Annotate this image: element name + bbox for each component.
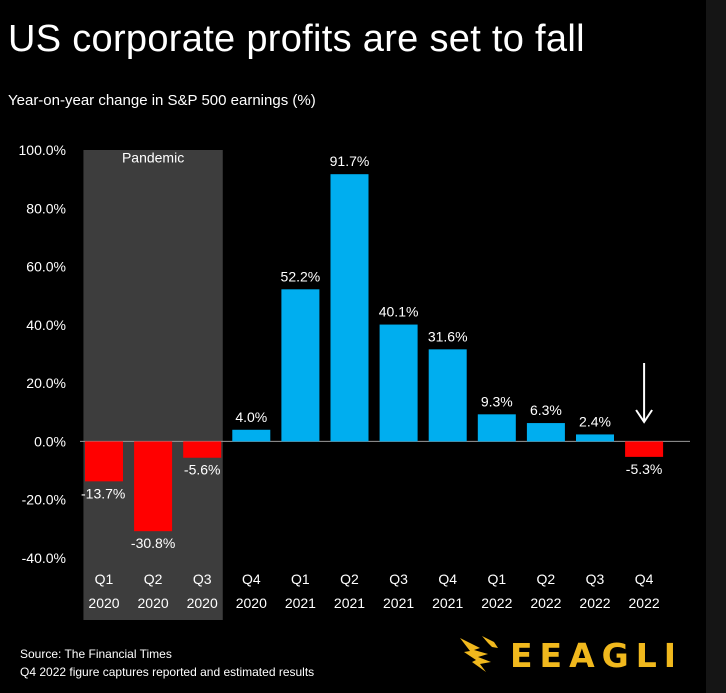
bar — [281, 289, 320, 442]
chart-subtitle: Year-on-year change in S&P 500 earnings … — [8, 92, 316, 109]
estimate-note: Q4 2022 figure captures reported and est… — [20, 665, 315, 679]
y-tick-label: 100.0% — [19, 142, 66, 158]
y-tick-label: 80.0% — [26, 200, 66, 216]
bar — [134, 441, 173, 532]
data-label: 40.1% — [379, 304, 419, 320]
x-tick-label: 2022 — [481, 595, 512, 611]
x-tick-label: Q2 — [144, 571, 163, 587]
x-tick-label: 2022 — [579, 595, 610, 611]
down-arrow-head — [635, 409, 653, 424]
x-tick-label: 2020 — [236, 595, 267, 611]
bar — [232, 429, 271, 442]
data-label: -30.8% — [131, 535, 175, 551]
data-label: 31.6% — [428, 328, 468, 344]
bar — [526, 423, 565, 442]
x-tick-label: 2021 — [285, 595, 316, 611]
x-tick-label: Q1 — [487, 571, 506, 587]
chart-title: US corporate profits are set to fall — [8, 18, 585, 60]
x-tick-label: 2020 — [138, 595, 169, 611]
y-tick-label: 0.0% — [34, 433, 66, 449]
eagle-icon — [458, 632, 500, 679]
data-label: 6.3% — [530, 402, 562, 418]
y-tick-label: 60.0% — [26, 259, 66, 275]
x-tick-label: Q4 — [438, 571, 457, 587]
bar — [625, 441, 664, 457]
data-label: 91.7% — [330, 153, 370, 169]
x-tick-label: 2021 — [383, 595, 414, 611]
data-label: 52.2% — [281, 268, 321, 284]
data-label: -5.6% — [184, 462, 221, 478]
x-tick-label: Q1 — [291, 571, 310, 587]
x-tick-label: Q3 — [193, 571, 212, 587]
source-note: Source: The Financial Times — [20, 647, 172, 661]
pandemic-shaded-region — [83, 150, 223, 620]
x-tick-label: 2020 — [88, 595, 119, 611]
logo-text: EEAGLI — [510, 636, 684, 675]
x-tick-label: Q3 — [389, 571, 408, 587]
x-tick-label: 2022 — [530, 595, 561, 611]
y-tick-label: -20.0% — [22, 492, 66, 508]
footer: Source: The Financial Times Q4 2022 figu… — [20, 645, 314, 681]
bar — [477, 414, 516, 442]
data-label: -5.3% — [626, 461, 663, 477]
y-tick-label: 40.0% — [26, 317, 66, 333]
x-tick-label: Q2 — [340, 571, 359, 587]
bar — [183, 441, 222, 458]
x-tick-label: 2021 — [432, 595, 463, 611]
x-tick-label: Q1 — [95, 571, 114, 587]
data-label: 9.3% — [481, 393, 513, 409]
bar — [428, 349, 467, 442]
bar — [330, 174, 369, 442]
pandemic-label: Pandemic — [122, 149, 184, 165]
bar — [576, 434, 614, 442]
x-tick-label: Q3 — [586, 571, 605, 587]
data-label: 2.4% — [579, 413, 611, 429]
data-label: -13.7% — [81, 485, 125, 501]
x-tick-label: 2021 — [334, 595, 365, 611]
x-tick-label: Q4 — [242, 571, 261, 587]
x-tick-label: 2020 — [187, 595, 218, 611]
bar-chart: Pandemic -40.0% -20.0% 0.0% 20.0% 40.0% 60.0% 8… — [19, 142, 690, 620]
y-tick-label: 20.0% — [26, 375, 66, 391]
brand-logo: EEAGLI — [458, 632, 683, 679]
y-tick-label: -40.0% — [22, 550, 66, 566]
data-label: 4.0% — [235, 409, 267, 425]
x-tick-label: 2022 — [629, 595, 660, 611]
x-tick-label: Q2 — [537, 571, 556, 587]
bar — [379, 324, 418, 442]
side-strip — [706, 0, 726, 693]
x-tick-label: Q4 — [635, 571, 654, 587]
bar — [85, 441, 123, 482]
